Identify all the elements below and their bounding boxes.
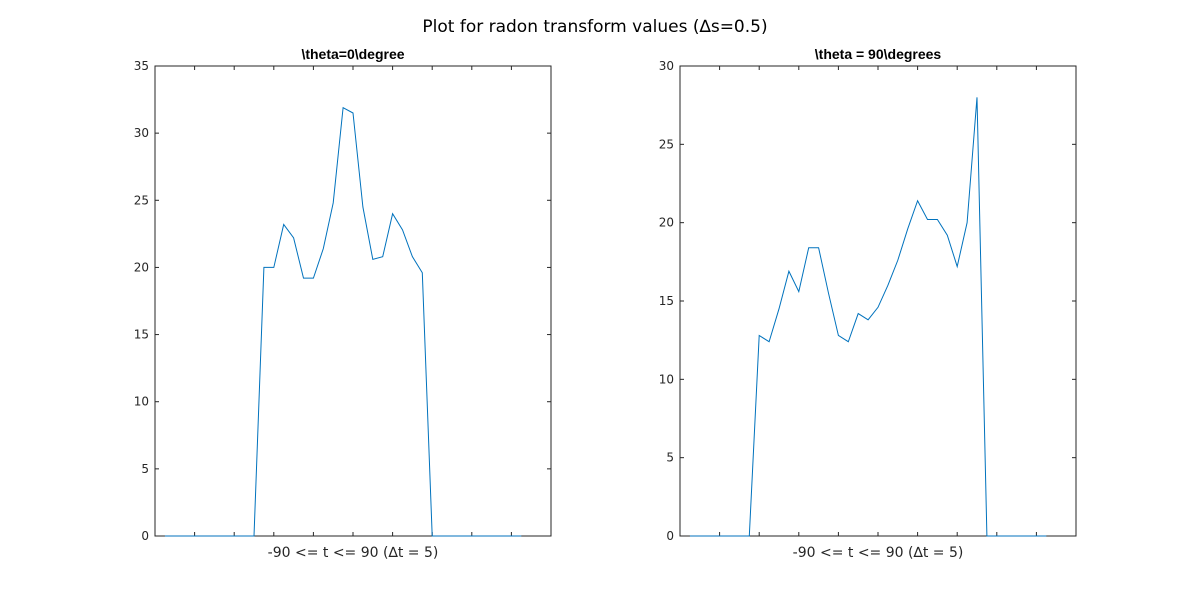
right-axes-frame [679,65,1077,537]
right-x-axis-label: -90 <= t <= 90 (∆t = 5) [793,545,964,561]
right-ytick-label-2: 10 [659,372,674,386]
left-ytick-label-2: 10 [134,395,149,409]
right-series-line [689,97,1047,537]
right-ytick-label-6: 30 [659,59,674,73]
right-axes: 0 5 10 15 20 25 30 \theta = 90\degrees -90 <= t … [659,46,1077,561]
left-ytick-label-4: 20 [134,260,149,274]
left-axes-title: \theta=0\degree [301,46,404,62]
left-series-line [164,106,522,537]
left-ytick-label-0: 0 [141,529,149,543]
figure-title: Plot for radon transform values (∆s=0.5) [422,17,767,37]
right-ytick-label-3: 15 [659,294,674,308]
right-ytick-label-0: 0 [666,529,674,543]
left-ytick-label-3: 15 [134,328,149,342]
left-ytick-label-7: 35 [134,59,149,73]
right-ytick-label-5: 25 [659,137,674,151]
left-ytick-label-5: 25 [134,193,149,207]
right-ytick-label-1: 5 [666,451,674,465]
left-x-axis-label: -90 <= t <= 90 (∆t = 5) [268,545,439,561]
left-axes-frame [154,65,552,537]
right-ytick-label-4: 20 [659,216,674,230]
left-ytick-label-1: 5 [141,462,149,476]
left-axes: 0 5 10 15 20 25 30 35 \theta=0\degree -90 <= t <=… [134,46,552,561]
left-ytick-label-6: 30 [134,126,149,140]
right-axes-title: \theta = 90\degrees [815,46,942,62]
